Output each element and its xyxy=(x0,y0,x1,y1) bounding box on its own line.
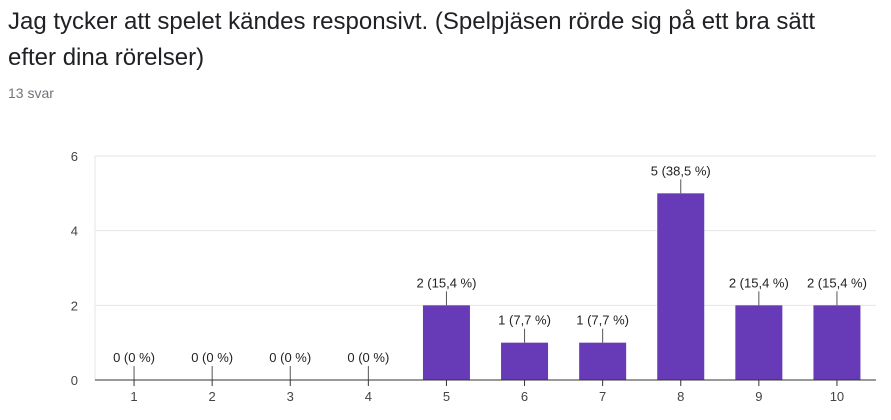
bar-8 xyxy=(657,193,705,380)
data-label-1: 0 (0 %) xyxy=(113,350,155,365)
y-tick-label: 2 xyxy=(71,298,78,313)
x-tick-label-10: 10 xyxy=(830,389,844,404)
bar-5 xyxy=(422,305,470,380)
data-label-9: 2 (15,4 %) xyxy=(729,275,789,290)
y-tick-label: 4 xyxy=(71,224,78,239)
y-tick-label: 6 xyxy=(71,149,78,164)
x-tick-label-7: 7 xyxy=(599,389,606,404)
response-count: 13 svar xyxy=(8,85,54,101)
y-tick-label: 0 xyxy=(71,373,78,388)
data-label-4: 0 (0 %) xyxy=(347,350,389,365)
x-tick-label-5: 5 xyxy=(443,389,450,404)
data-label-5: 2 (15,4 %) xyxy=(416,275,476,290)
x-tick-label-8: 8 xyxy=(677,389,684,404)
bar-6 xyxy=(501,342,549,380)
data-label-3: 0 (0 %) xyxy=(269,350,311,365)
bar-9 xyxy=(735,305,783,380)
x-tick-label-4: 4 xyxy=(365,389,372,404)
x-tick-label-2: 2 xyxy=(209,389,216,404)
x-tick-label-1: 1 xyxy=(130,389,137,404)
x-tick-label-3: 3 xyxy=(287,389,294,404)
x-tick-label-6: 6 xyxy=(521,389,528,404)
x-tick-label-9: 9 xyxy=(755,389,762,404)
bar-10 xyxy=(813,305,861,380)
data-label-2: 0 (0 %) xyxy=(191,350,233,365)
question-title: Jag tycker att spelet kändes responsivt.… xyxy=(8,8,816,71)
data-label-6: 1 (7,7 %) xyxy=(498,313,551,328)
bar-7 xyxy=(579,342,627,380)
data-label-10: 2 (15,4 %) xyxy=(807,275,867,290)
data-label-8: 5 (38,5 %) xyxy=(651,163,711,178)
data-label-7: 1 (7,7 %) xyxy=(576,313,629,328)
